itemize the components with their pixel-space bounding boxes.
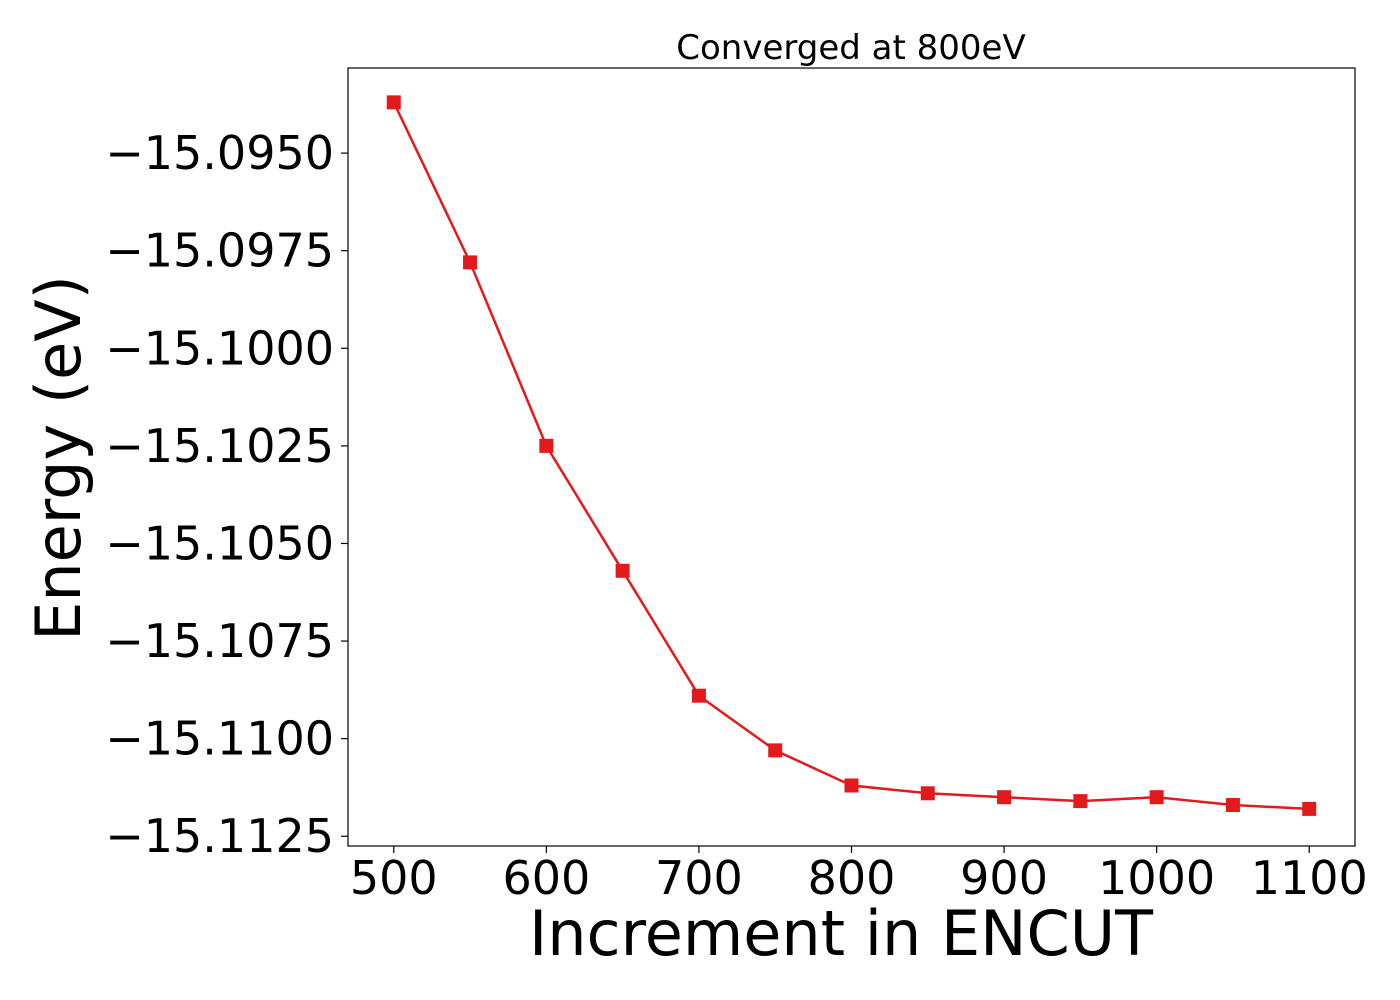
- y-axis-label: Energy (eV): [22, 275, 95, 641]
- data-point: [920, 786, 935, 801]
- x-tick-label: 1000: [1098, 851, 1215, 905]
- y-tick-label: −15.0975: [105, 224, 334, 278]
- data-point: [1302, 801, 1317, 816]
- y-tick-label: −15.1025: [105, 419, 334, 473]
- x-tick-label: 500: [350, 851, 438, 905]
- y-tick-label: −15.0950: [105, 126, 334, 180]
- y-tick-label: −15.1075: [105, 614, 334, 668]
- y-tick-label: −15.1000: [105, 321, 334, 375]
- x-axis: 500 600 700 800 900 1000 1100: [350, 846, 1368, 905]
- data-point: [1073, 794, 1088, 809]
- data-point: [768, 743, 783, 758]
- x-tick-label: 900: [960, 851, 1048, 905]
- x-axis-label: Increment in ENCUT: [529, 897, 1154, 970]
- data-point: [997, 790, 1012, 805]
- y-tick-label: −15.1100: [105, 712, 334, 766]
- y-axis: −15.0950 −15.0975 −15.1000 −15.1025 −15.1050…: [105, 126, 348, 863]
- data-point: [1225, 798, 1240, 813]
- data-point: [1149, 790, 1164, 805]
- data-point: [691, 688, 706, 703]
- data-point: [386, 95, 401, 110]
- y-tick-label: −15.1050: [105, 516, 334, 570]
- chart-title: Converged at 800eV: [676, 28, 1025, 68]
- x-tick-label: 800: [808, 851, 896, 905]
- data-point: [844, 778, 859, 793]
- y-tick-label: −15.1125: [105, 809, 334, 863]
- data-point: [463, 255, 478, 270]
- data-point: [539, 438, 554, 453]
- data-point: [615, 563, 630, 578]
- x-tick-label: 1100: [1251, 851, 1368, 905]
- x-tick-label: 600: [502, 851, 590, 905]
- series-layer: [386, 95, 1317, 816]
- x-tick-label: 700: [655, 851, 743, 905]
- series-line: [392, 101, 1310, 811]
- plot-frame: [347, 67, 1356, 847]
